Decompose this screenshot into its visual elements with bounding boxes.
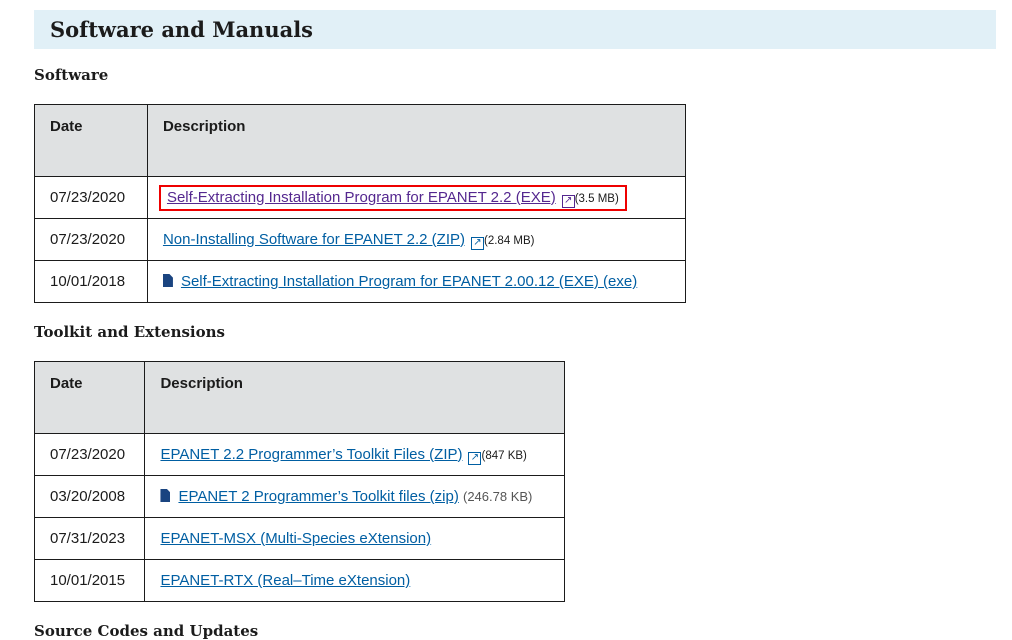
highlight-box: Self-Extracting Installation Program for… [158, 184, 627, 211]
table-row: 10/01/2018 Self-Extracting Installation … [34, 260, 687, 303]
col-date: Date [33, 361, 146, 434]
software-heading: Software [34, 66, 109, 84]
content: Software and Manuals Software Date Descri… [33, 0, 996, 640]
toolkit2-link[interactable]: EPANET 2 Programmer’s Toolkit files (zip… [178, 488, 459, 505]
page-title: Software and Manuals [50, 17, 313, 42]
epanet-msx-link[interactable]: EPANET-MSX (Multi-Species eXtension) [160, 530, 432, 547]
table-row: 03/20/2008 EPANET 2 Programmer’s Toolkit… [33, 475, 565, 518]
external-link-icon: ↗ [471, 236, 484, 250]
file-icon [160, 489, 171, 502]
table-row: 07/23/2020 Self-Extracting Installation … [34, 176, 687, 219]
date-cell: 07/23/2020 [34, 218, 148, 261]
toolkit22-link[interactable]: EPANET 2.2 Programmer’s Toolkit Files (Z… [160, 445, 463, 463]
table-row: 07/23/2020 EPANET 2.2 Programmer’s Toolk… [33, 433, 565, 476]
table-row: 07/23/2020 Non-Installing Software for E… [34, 218, 687, 261]
table-row: 10/01/2015 EPANET-RTX (Real–Time eXtensi… [33, 559, 565, 602]
col-date: Date [34, 104, 148, 177]
external-link-icon: ↗ [561, 194, 575, 208]
col-description: Description [144, 361, 565, 434]
date-cell: 07/23/2020 [33, 433, 146, 476]
table-header: Date Description [33, 361, 565, 434]
date-cell: 10/01/2015 [33, 559, 146, 602]
table-row: 07/31/2023 EPANET-MSX (Multi-Species eXt… [33, 517, 565, 560]
file-size: (847 KB) [481, 449, 527, 462]
epanet-rtx-link[interactable]: EPANET-RTX (Real–Time eXtension) [160, 572, 411, 589]
date-cell: 07/23/2020 [34, 176, 148, 219]
file-size: (3.5 MB) [574, 192, 619, 205]
file-icon [162, 274, 173, 287]
external-link-icon: ↗ [468, 451, 482, 465]
file-size: (246.78 KB) [463, 489, 533, 504]
toolkit-table: Date Description 07/23/2020 EPANET 2.2 Pr… [33, 361, 565, 602]
software-table: Date Description 07/23/2020 Self-Extracti… [34, 104, 687, 303]
toolkit-heading: Toolkit and Extensions [34, 323, 225, 341]
date-cell: 10/01/2018 [34, 260, 148, 303]
epanet2012-exe-link[interactable]: Self-Extracting Installation Program for… [180, 273, 638, 290]
table-header: Date Description [34, 104, 687, 177]
epanet22-exe-link[interactable]: Self-Extracting Installation Program for… [166, 188, 556, 206]
date-cell: 03/20/2008 [33, 475, 146, 518]
file-size: (2.84 MB) [484, 234, 535, 247]
section-header: Software and Manuals [34, 10, 996, 49]
date-cell: 07/31/2023 [33, 517, 146, 560]
epanet22-zip-link[interactable]: Non-Installing Software for EPANET 2.2 (… [162, 230, 465, 248]
col-description: Description [146, 104, 687, 177]
